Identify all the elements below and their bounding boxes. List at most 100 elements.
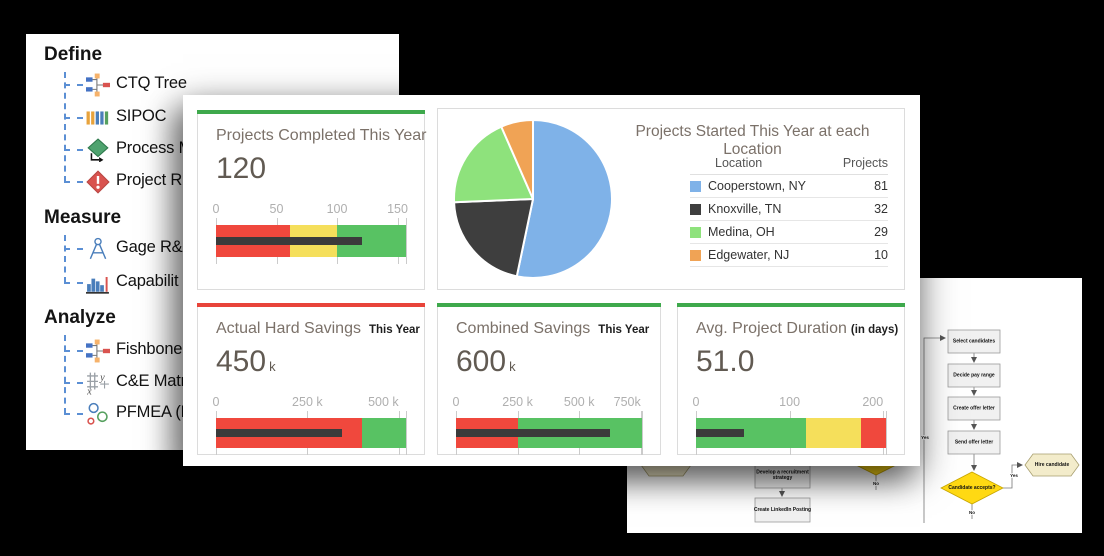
card-title: Avg. Project Duration (in days) <box>696 320 899 337</box>
axis-tick-mark <box>886 411 887 455</box>
pfmea-icon <box>86 402 110 426</box>
kpi-value: 600 k <box>456 345 516 378</box>
legend-color-chip <box>690 203 701 215</box>
axis-tick-mark <box>406 411 407 455</box>
tree-connector-stub <box>64 350 83 352</box>
flow-node-decide-pay-range <box>947 363 1001 388</box>
pie-slice-medina-oh <box>453 125 534 204</box>
pie-slice-knoxville-tn <box>453 198 534 278</box>
kpi-card-combined-savings: Combined Savings This Year 600 k 0 250 k 50… <box>437 303 661 455</box>
tree-connector-stub <box>64 413 83 415</box>
tree-section-define: Define <box>44 44 103 65</box>
axis-tick-label: 500 k <box>368 395 399 409</box>
axis-tick-label: 100 <box>779 395 801 409</box>
flow-node-label: Send offer letter <box>955 440 993 446</box>
tree-section-analyze: Analyze <box>44 307 116 328</box>
process-map-icon <box>86 138 110 162</box>
bullet-track <box>696 411 887 455</box>
axis-tick-label: 0 <box>692 395 700 409</box>
gage-rr-icon <box>86 237 110 261</box>
capability-icon <box>86 271 110 295</box>
flow-node-label: Create LinkedIn Posting <box>754 507 811 513</box>
bullet-chart: 0 250 k 500 k <box>212 395 407 455</box>
tree-item-gage-r-r[interactable]: Gage R&R <box>26 234 399 264</box>
bullet-band-yellow <box>806 418 861 448</box>
kpi-card-projects-completed: Projects Completed This Year 120 0 50 100 1… <box>197 110 427 290</box>
kpi-value: 120 <box>216 152 267 185</box>
card-accent <box>197 110 425 114</box>
legend-value: 32 <box>874 202 888 216</box>
pie-slice-cooperstown-ny <box>515 119 613 279</box>
tree-connector-line <box>64 335 66 414</box>
legend-row-knoxville-tn: Knoxville, TN 32 <box>690 198 888 221</box>
axis-tick-label: 250 k <box>292 395 323 409</box>
bullet-chart: 0 100 200 <box>692 395 887 455</box>
flow-node-label: Decide pay range <box>953 373 995 379</box>
legend-label: Cooperstown, NY <box>708 179 806 193</box>
legend-value: 81 <box>874 179 888 193</box>
tree-item-c-e-matr[interactable]: y x C&E Matr <box>26 368 399 398</box>
tree-connector-stub <box>64 248 83 250</box>
card-title: Projects Completed This Year <box>216 127 427 144</box>
tree-item-process-m[interactable]: Process M <box>26 135 399 165</box>
axis-tick-label: 50 <box>269 202 284 216</box>
legend-label: Edgewater, NJ <box>708 248 790 262</box>
kpi-card-avg-project-duration: Avg. Project Duration (in days) 51.0 0 100… <box>677 303 905 455</box>
tree-item-capabilit[interactable]: Capabilit <box>26 268 399 298</box>
tree-item-label: Project R <box>116 171 183 189</box>
legend-label: Knoxville, TN <box>708 202 782 216</box>
axis-tick-label: 0 <box>212 395 220 409</box>
svg-text:y: y <box>99 372 105 383</box>
bullet-chart: 0 50 100 150 <box>213 202 408 264</box>
pie-legend: Location Projects Cooperstown, NY 81 Knoxvil… <box>690 151 888 267</box>
legend-header: Location Projects <box>690 151 888 175</box>
flow-node-label: Hire candidate <box>1035 462 1070 468</box>
axis-tick-label: 150 <box>387 202 408 216</box>
tree-connector-line <box>64 235 66 283</box>
card-accent <box>197 303 425 307</box>
tree-item-label: C&E Matr <box>116 372 186 390</box>
legend-row-cooperstown-ny: Cooperstown, NY 81 <box>690 175 888 198</box>
axis-tick-label: 200 <box>862 395 884 409</box>
bullet-band-green <box>362 418 406 448</box>
bullet-measure-bar <box>216 429 343 437</box>
tree-item-project-r[interactable]: Project R <box>26 167 399 197</box>
legend-color-chip <box>690 180 701 192</box>
bullet-track <box>456 411 643 455</box>
kpi-value: 450 k <box>216 345 276 378</box>
bullet-track <box>216 411 407 455</box>
legend-label: Medina, OH <box>708 225 775 239</box>
flow-node-label: Create offer letter <box>953 406 995 412</box>
project-risk-icon <box>86 170 110 194</box>
sipoc-icon <box>86 106 110 130</box>
kpi-card-actual-hard-savings: Actual Hard Savings This Year 450 k 0 250 … <box>197 303 425 455</box>
tree-item-ctq-tree[interactable]: CTQ Tree <box>26 70 399 100</box>
kpi-value: 51.0 <box>696 345 755 378</box>
tree-connector-stub <box>64 282 83 284</box>
dashboard-page: Projects Completed This Year 120 0 50 100 1… <box>183 95 920 466</box>
tree-item-fishbone[interactable]: Fishbone <box>26 336 399 366</box>
tree-connector-stub <box>64 149 83 151</box>
flow-node-send-offer-letter <box>947 430 1001 455</box>
flow-node-create-linkedin-posting <box>754 497 811 523</box>
flow-connector <box>923 335 946 523</box>
card-title: Actual Hard Savings <box>216 320 361 337</box>
tree-item-label: SIPOC <box>116 107 167 125</box>
card-title: Combined Savings <box>456 320 591 337</box>
card-accent <box>677 303 905 307</box>
tree-section-measure: Measure <box>44 207 122 228</box>
legend-value: 29 <box>874 225 888 239</box>
flow-node-create-offer-letter <box>947 396 1001 421</box>
tree-connector-stub <box>64 181 83 183</box>
tree-item-sipoc[interactable]: SIPOC <box>26 103 399 133</box>
tree-item-pfmea-p[interactable]: PFMEA (P <box>26 399 399 429</box>
tree-item-label: Fishbone <box>116 340 183 358</box>
axis-tick-label: 500 k <box>563 395 595 409</box>
tree-connector-stub <box>64 117 83 119</box>
pie-chart <box>453 119 613 279</box>
flow-edge-label-no: No <box>969 510 975 515</box>
legend-row-edgewater-nj: Edgewater, NJ 10 <box>690 244 888 267</box>
axis-tick-label: 0 <box>452 395 460 409</box>
legend-value: 10 <box>874 248 888 262</box>
